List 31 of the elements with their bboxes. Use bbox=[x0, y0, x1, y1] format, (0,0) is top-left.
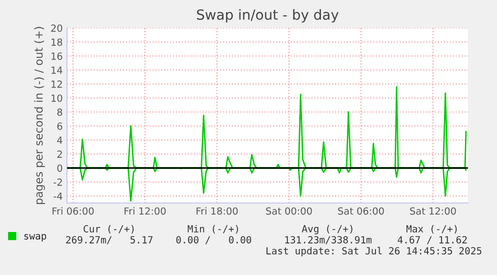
text: 131.23m/338.91m bbox=[285, 236, 372, 244]
text: Last update: Sat Jul 26 14:45:35 2025 bbox=[266, 246, 482, 256]
legend-label: swap bbox=[24, 234, 46, 242]
text: 269.27m/ 5.17 bbox=[66, 236, 153, 244]
text: Min (-/+) bbox=[188, 224, 238, 234]
y-tick-label: 16 bbox=[52, 52, 62, 60]
x-tick-label: Fri 06:00 bbox=[52, 207, 94, 215]
y-tick-label: -2 bbox=[54, 178, 62, 186]
y-axis-title: pages per second in (-) / out (+) bbox=[34, 26, 45, 204]
x-tick-label: Fri 18:00 bbox=[196, 207, 238, 215]
y-tick-label: 12 bbox=[52, 80, 62, 88]
y-tick-label: 18 bbox=[52, 38, 62, 46]
y-tick-label: 8 bbox=[57, 108, 62, 116]
y-tick-label: 6 bbox=[57, 122, 62, 130]
y-tick-label: 4 bbox=[57, 136, 62, 144]
x-tick-label: Sat 12:00 bbox=[410, 207, 456, 215]
text: 4.67 / 11.62 bbox=[398, 236, 467, 244]
text: Max (-/+) bbox=[406, 224, 457, 234]
y-tick-label: 14 bbox=[52, 66, 62, 74]
chart-title: Swap in/out - by day bbox=[196, 9, 339, 23]
y-tick-label: 0 bbox=[57, 164, 62, 172]
x-tick-label: Sat 00:00 bbox=[266, 207, 312, 215]
y-tick-label: 10 bbox=[52, 94, 62, 102]
x-tick-label: Sat 06:00 bbox=[338, 207, 384, 215]
y-tick-label: 2 bbox=[57, 150, 62, 158]
text: Cur (-/+) bbox=[84, 224, 134, 234]
y-tick-label: 20 bbox=[51, 24, 62, 32]
text: Avg (-/+) bbox=[302, 224, 352, 234]
y-tick-label: -4 bbox=[54, 192, 62, 200]
x-tick-label: Fri 12:00 bbox=[124, 207, 166, 215]
text: 0.00 / 0.00 bbox=[176, 236, 252, 244]
